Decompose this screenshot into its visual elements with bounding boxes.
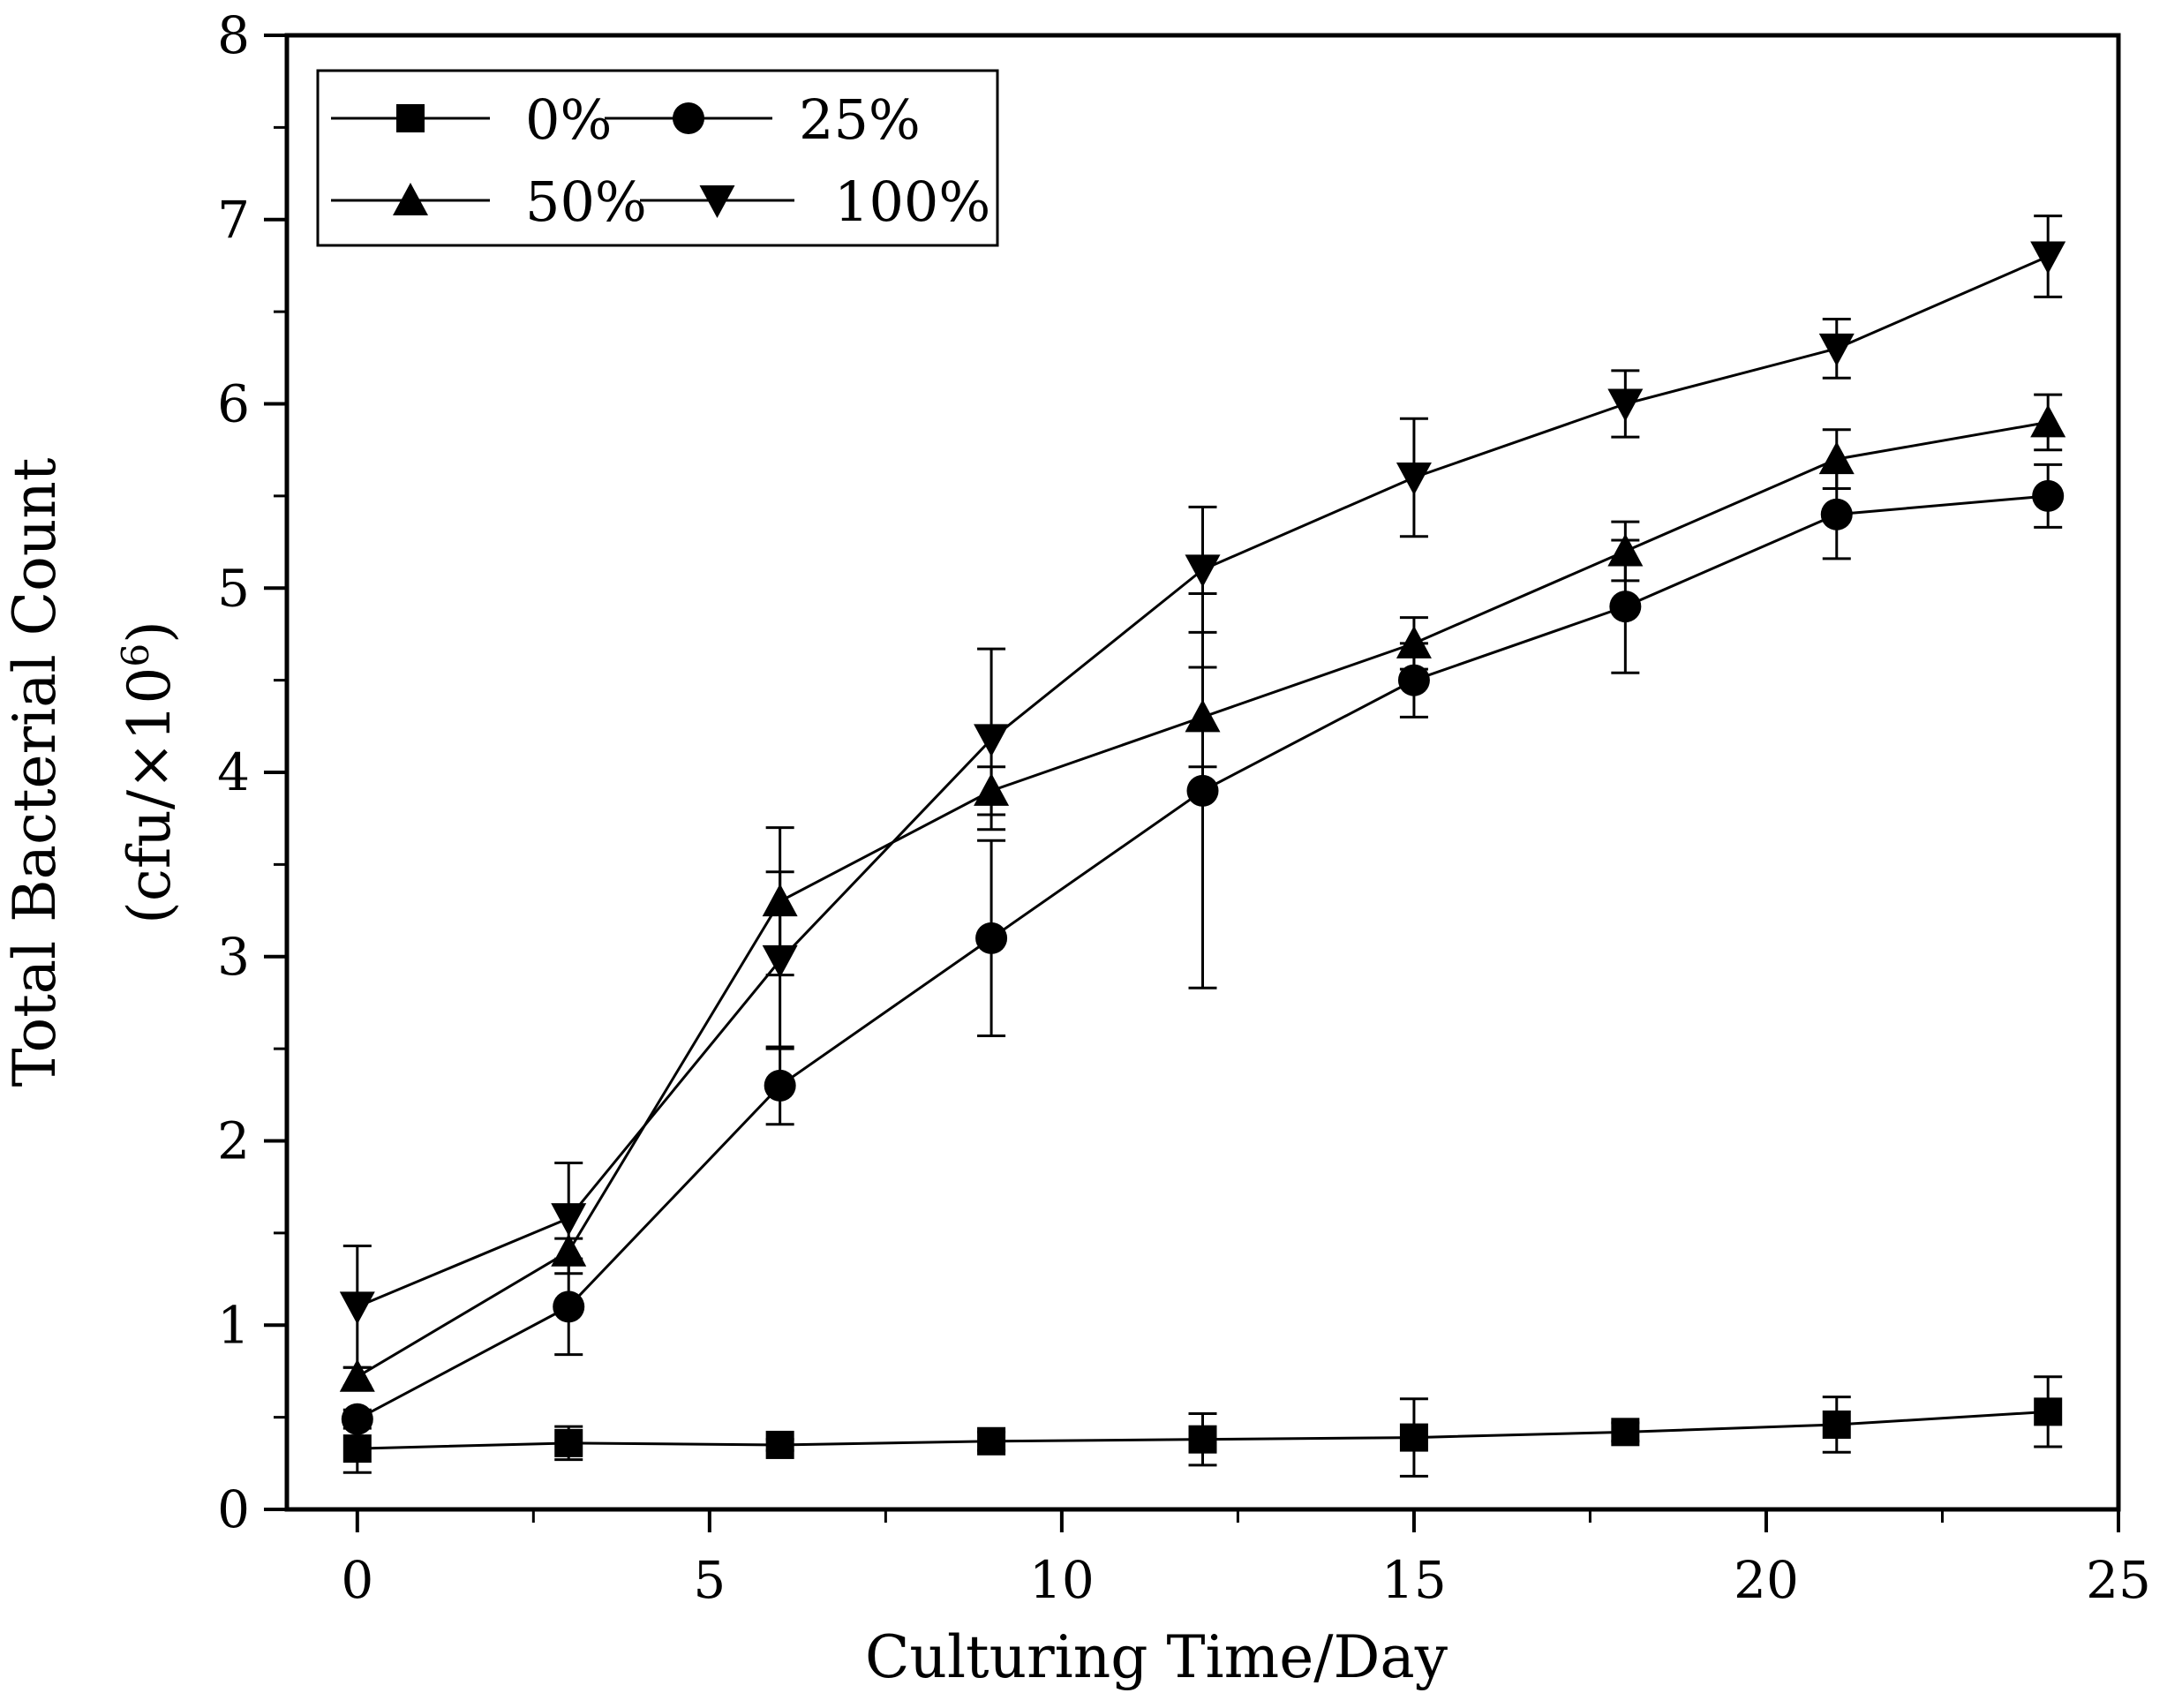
data-point <box>2030 404 2066 438</box>
data-point <box>765 1430 794 1459</box>
y-tick-label: 1 <box>217 1295 250 1355</box>
y-tick-label: 2 <box>217 1111 250 1171</box>
series-0pct <box>342 1375 2063 1478</box>
legend-entry: 50% <box>331 169 647 234</box>
data-point <box>1818 441 1855 475</box>
y-tick-label: 3 <box>217 927 250 987</box>
legend-label: 50% <box>525 169 647 234</box>
y-tick-label: 8 <box>217 5 250 65</box>
data-point <box>551 1203 587 1237</box>
data-point <box>1188 1425 1217 1454</box>
data-point <box>1611 1418 1640 1447</box>
data-point <box>1822 1410 1851 1439</box>
data-point <box>977 1426 1006 1456</box>
y-tick-label: 4 <box>217 742 250 802</box>
data-point <box>2034 1397 2063 1426</box>
y-axis-unit-superscript: 6 <box>114 643 157 667</box>
x-tick-label: 20 <box>1734 1550 1799 1610</box>
data-point <box>1818 333 1855 366</box>
ticks-layer: 0 5 10 15 20 25 0 1 2 3 4 5 6 7 8 <box>217 5 2151 1610</box>
y-tick-label: 5 <box>217 558 250 618</box>
legend-box <box>316 69 999 247</box>
data-point <box>1185 699 1221 733</box>
legend-marker <box>699 185 735 218</box>
y-axis-title-line1: Total Bacterial Count <box>1 458 69 1087</box>
legend-label: 0% <box>525 87 612 152</box>
data-point <box>2032 479 2065 512</box>
legend-marker <box>396 104 425 132</box>
legend-marker <box>673 102 704 134</box>
data-point <box>1185 554 1221 588</box>
data-point <box>762 944 798 978</box>
data-point <box>341 1403 373 1435</box>
data-point <box>1396 463 1432 495</box>
series-50pct <box>339 393 2066 1392</box>
legend-entry: 0% <box>331 87 612 152</box>
data-point <box>975 922 1008 954</box>
legend-entry: 25% <box>605 87 921 152</box>
x-axis-title: Culturing Time/Day <box>865 1623 1448 1691</box>
data-point <box>1399 1423 1428 1452</box>
data-point <box>339 1358 375 1392</box>
legend-label: 25% <box>799 87 921 152</box>
x-tick-label: 5 <box>693 1550 726 1610</box>
data-point <box>974 724 1010 757</box>
x-tick-label: 25 <box>2086 1550 2151 1610</box>
series-layer <box>339 214 2066 1478</box>
data-point <box>554 1428 583 1457</box>
series-100pct <box>339 214 2066 1369</box>
y-axis-title: Total Bacterial Count (cfu/×106) <box>1 458 184 1087</box>
data-point <box>1396 625 1432 658</box>
data-point <box>1397 664 1430 696</box>
data-point <box>339 1291 375 1325</box>
data-point <box>1186 774 1219 807</box>
series-25pct <box>341 463 2065 1435</box>
y-tick-label: 6 <box>217 374 250 434</box>
x-tick-label: 15 <box>1381 1550 1447 1610</box>
y-tick-label: 0 <box>217 1479 250 1539</box>
legend-marker <box>393 183 428 215</box>
data-point <box>1607 533 1644 567</box>
legend-label: 100% <box>834 169 990 234</box>
x-tick-label: 0 <box>341 1550 373 1610</box>
y-tick-label: 7 <box>217 190 250 250</box>
y-axis-unit-suffix: ) <box>116 621 184 643</box>
data-point <box>342 1434 372 1463</box>
data-point <box>2030 241 2066 275</box>
y-axis-unit-prefix: (cfu/×10 <box>116 667 184 924</box>
legend-entry: 100% <box>640 169 990 234</box>
data-point <box>764 1069 796 1102</box>
y-axis-title-line2: (cfu/×106) <box>114 621 184 924</box>
x-tick-label: 10 <box>1029 1550 1095 1610</box>
legend: 0% 25% 50% 100% <box>316 69 999 247</box>
data-point <box>553 1290 585 1323</box>
data-point <box>1820 498 1853 530</box>
data-point <box>1609 591 1642 623</box>
data-point <box>1607 388 1644 422</box>
